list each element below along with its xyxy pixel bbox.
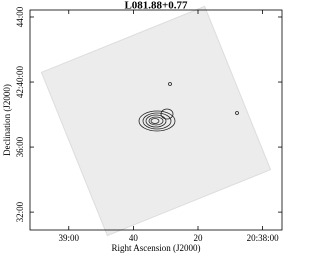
y-tick-label: 42:40:00: [15, 66, 25, 99]
x-tick-label: 20:38:00: [247, 233, 280, 243]
y-tick-label: 44:00: [15, 6, 25, 27]
x-tick-label: 39:00: [59, 233, 80, 243]
x-tick-label: 40: [129, 233, 139, 243]
map-field: [40, 5, 272, 237]
image: [40, 5, 272, 237]
chart-title: L081.88+0.77: [124, 0, 188, 12]
x-axis-label: Right Ascension (J2000): [112, 243, 201, 253]
x-tick-label: 20: [194, 233, 204, 243]
y-tick-label: 36:00: [15, 136, 25, 157]
contours: [138, 82, 239, 132]
plot-frame: [29, 9, 283, 231]
chart: L081.88+0.77 Right Ascension (J2000) Dec…: [2, 0, 283, 253]
y-axis-label: Declination (J2000): [2, 84, 12, 156]
y-tick-label: 32:00: [15, 201, 25, 222]
